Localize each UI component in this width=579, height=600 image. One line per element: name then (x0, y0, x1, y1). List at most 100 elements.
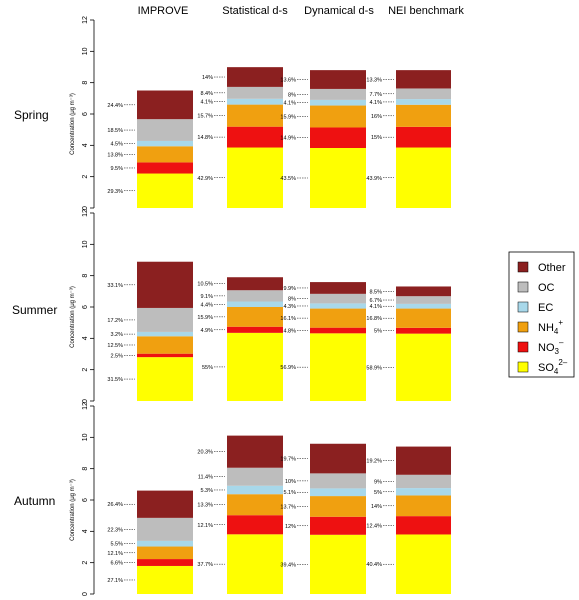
bar-segment-oc (227, 290, 283, 302)
bar-stack: 31.5% 2.5% 12.5% 3.2% 17.2% 33.1% (107, 261, 193, 401)
bar-segment-nh4 (137, 546, 193, 560)
bar-segment-oc (227, 86, 283, 99)
percent-label: 4.1% (283, 101, 296, 107)
percent-label: 19.7% (280, 457, 296, 463)
percent-label: 12.1% (107, 551, 123, 557)
bar-segment-oc (137, 307, 193, 332)
column-title-statistical: Statistical d-s (222, 5, 288, 17)
bar-segment-no3 (137, 162, 193, 174)
bar-stack: 29.3% 9.5% 13.8% 4.5% 18.5% 24.4% (107, 90, 193, 208)
percent-label: 4.1% (369, 100, 382, 106)
y-tick-label: 10 (82, 240, 89, 248)
percent-label: 31.5% (107, 377, 123, 383)
percent-label: 9% (374, 479, 382, 485)
bar-segment-oc (227, 467, 283, 486)
percent-label: 27.1% (107, 578, 123, 584)
percent-label: 4.9% (200, 328, 213, 334)
legend-item-other: Other (517, 261, 566, 274)
bar-segment-no3 (310, 327, 366, 334)
bar-segment-no3 (396, 126, 451, 148)
percent-label: 4.3% (283, 304, 296, 310)
bar-stack: 55% 4.9% 15.9% 4.4% 9.1% 10.5% (197, 277, 283, 401)
bar-stack: 40.4% 12.4% 14% 5% 9% 19.2% (366, 446, 451, 594)
y-tick-label: 0 (82, 206, 89, 210)
percent-label: 17.2% (107, 318, 123, 324)
bar-segment-so4 (310, 147, 366, 208)
y-tick-label: 12 (82, 209, 89, 217)
bar-segment-nh4 (396, 104, 451, 127)
y-tick-label: 6 (82, 498, 89, 502)
y-tick-label: 4 (82, 529, 89, 533)
bar-segment-no3 (227, 326, 283, 333)
bar-segment-so4 (396, 147, 451, 208)
bar-segment-other (227, 277, 283, 291)
bar-segment-nh4 (310, 496, 366, 517)
bar-stack: 58.9% 5% 16.8% 4.1%6.7% 8.5% (366, 286, 451, 401)
y-tick-label: 6 (82, 305, 89, 309)
y-tick-label: 8 (82, 81, 89, 85)
percent-label: 4.4% (200, 302, 213, 308)
percent-label: 26.4% (107, 502, 123, 508)
percent-label: 4.1% (369, 304, 382, 310)
season-label-spring: Spring (14, 108, 49, 122)
percent-label: 6.6% (110, 561, 123, 567)
bar-segment-oc (396, 296, 451, 304)
percent-label: 13.3% (197, 503, 213, 509)
legend-label: OC (538, 282, 555, 294)
season-labels: Spring Summer Autumn (12, 108, 57, 508)
percent-label: 40.4% (366, 562, 382, 568)
bar-segment-no3 (396, 327, 451, 334)
bar-segment-so4 (310, 333, 366, 401)
bar-segment-other (396, 446, 451, 475)
bar-segment-ec (310, 488, 366, 497)
bar-segment-other (227, 435, 283, 468)
percent-label: 13.8% (107, 152, 123, 158)
bar-segment-so4 (137, 357, 193, 401)
y-tick-label: 0 (82, 399, 89, 403)
bar-segment-nh4 (227, 494, 283, 516)
bar-stack: 39.4% 12% 13.7% 5.1% 10% 19.7% (280, 443, 366, 594)
percent-label: 39.4% (280, 562, 296, 568)
bar-stack: 56.9% 4.8% 16.1% 4.3%8% 9.9% (280, 282, 366, 401)
bar-segment-other (396, 70, 451, 89)
bar-segment-ec (310, 99, 366, 106)
percent-label: 14.8% (197, 135, 213, 141)
percent-label: 9.9% (283, 286, 296, 292)
percent-label: 15.9% (280, 115, 296, 121)
percent-label: 33.1% (107, 283, 123, 289)
bar-segment-other (310, 282, 366, 294)
bar-segment-nh4 (310, 308, 366, 328)
percent-label: 15.9% (197, 315, 213, 321)
bar-segment-so4 (310, 534, 366, 594)
percent-label: 5.5% (110, 542, 123, 548)
percent-label: 12% (285, 524, 296, 530)
percent-label: 12.4% (366, 523, 382, 529)
column-titles: IMPROVE Statistical d-s Dynamical d-s NE… (138, 5, 465, 17)
legend-label: EC (538, 302, 553, 314)
percent-label: 9.1% (200, 294, 213, 300)
percent-label: 14.9% (280, 136, 296, 142)
percent-label: 43.9% (366, 176, 382, 182)
bar-segment-oc (137, 517, 193, 541)
column-title-improve: IMPROVE (138, 5, 189, 17)
percent-label: 18.5% (107, 128, 123, 134)
legend-item-oc: OC (517, 281, 555, 294)
percent-label: 5% (374, 490, 382, 496)
bar-segment-ec (227, 98, 283, 105)
column-title-nei: NEI benchmark (388, 5, 464, 17)
percent-label: 56.9% (280, 365, 296, 371)
percent-label: 58.9% (366, 365, 382, 371)
bar-segment-ec (137, 140, 193, 147)
bar-segment-so4 (396, 534, 451, 594)
bar-segment-nh4 (396, 495, 451, 517)
bar-stack: 42.9% 14.8% 15.7% 4.1% 8.4% 14% (197, 67, 283, 208)
bar-segment-nh4 (137, 146, 193, 163)
percent-label: 4.5% (110, 142, 123, 148)
percent-label: 20.3% (197, 450, 213, 456)
bar-segment-so4 (227, 534, 283, 594)
bar-segment-so4 (227, 147, 283, 208)
bar-segment-no3 (227, 515, 283, 535)
bar-panels: 29.3% 9.5% 13.8% 4.5% 18.5% 24.4% 42.9% 14.8% 15… (107, 67, 451, 594)
percent-label: 5.1% (283, 490, 296, 496)
y-axis-label: Concentration (μg m⁻³) (70, 479, 76, 541)
